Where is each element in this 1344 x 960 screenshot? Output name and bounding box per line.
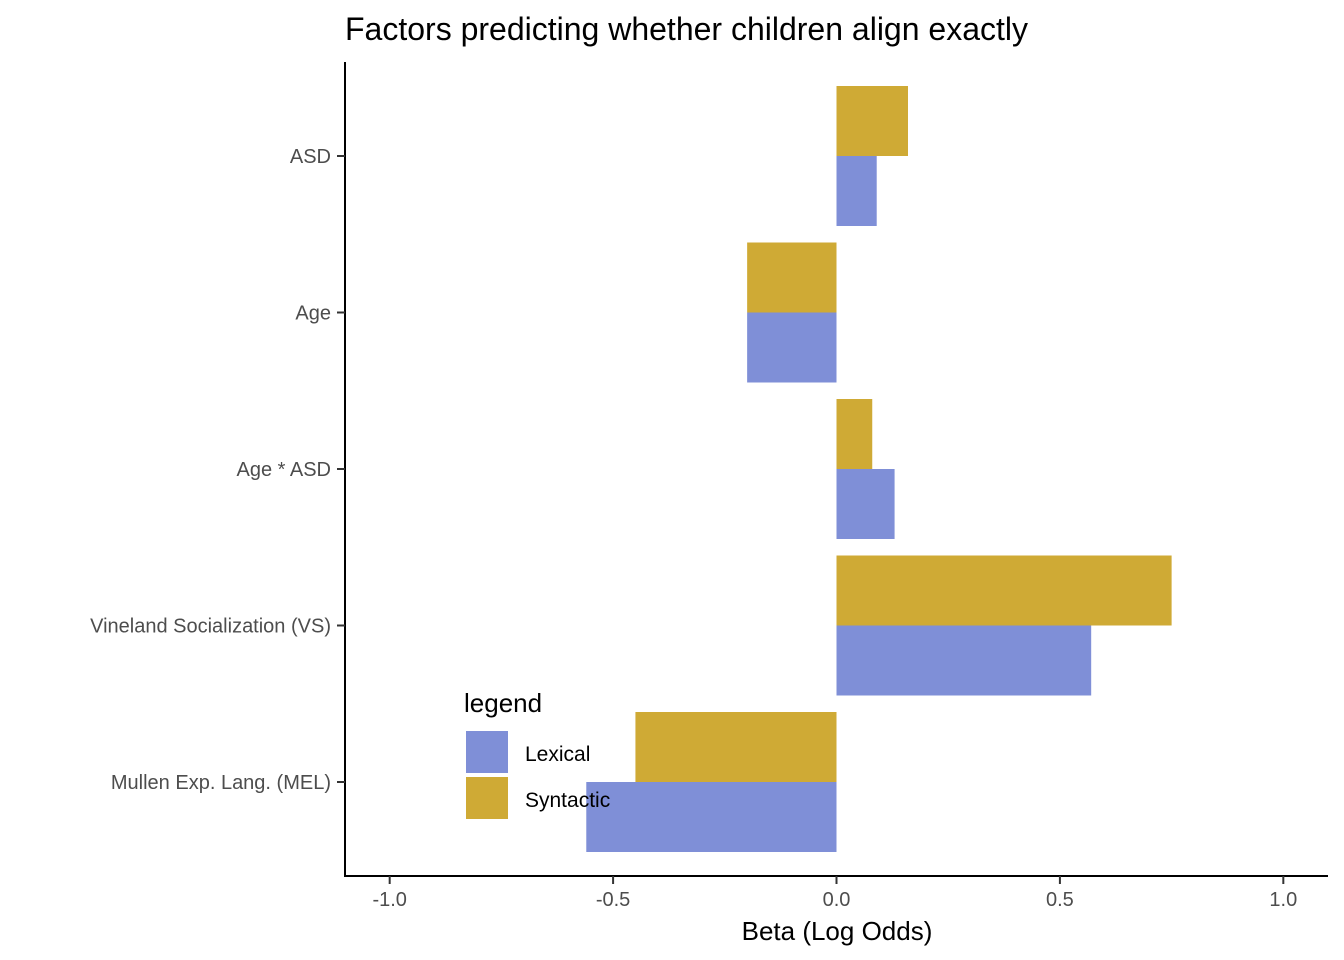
- bar-syntactic-vineland-socialization-vs: [836, 555, 1172, 626]
- bar-syntactic-age-asd: [836, 399, 873, 469]
- legend: legend Lexical Syntactic: [464, 688, 610, 819]
- x-tick-label: -0.5: [596, 889, 630, 911]
- x-axis-title: Beta (Log Odds): [742, 916, 933, 946]
- y-tick-label: Age: [295, 303, 331, 325]
- x-tick-label: 0.5: [1046, 889, 1074, 911]
- bar-lexical-asd: [836, 156, 877, 226]
- chart-title: Factors predicting whether children alig…: [345, 11, 1028, 47]
- x-tick-label: -1.0: [372, 889, 406, 911]
- y-axis-ticks: ASD Age Age * ASD Vineland Socialization (…: [90, 146, 345, 794]
- bar-syntactic-asd: [836, 86, 908, 156]
- legend-title: legend: [464, 688, 542, 718]
- legend-swatch-syntactic: [466, 777, 508, 819]
- y-tick-label: Vineland Socialization (VS): [90, 616, 331, 638]
- bar-lexical-vineland-socialization-vs: [836, 625, 1092, 696]
- legend-swatch-lexical: [466, 731, 508, 773]
- x-tick-label: 1.0: [1269, 889, 1297, 911]
- bar-syntactic-age: [747, 242, 837, 313]
- bar-lexical-mullen-exp-lang-mel: [586, 782, 837, 852]
- bar-syntactic-mullen-exp-lang-mel: [635, 712, 837, 782]
- bar-lexical-age: [747, 312, 837, 383]
- legend-label-lexical: Lexical: [525, 743, 590, 766]
- legend-label-syntactic: Syntactic: [525, 789, 610, 812]
- bar-lexical-age-asd: [836, 469, 895, 539]
- y-tick-label: ASD: [290, 146, 331, 168]
- x-tick-label: 0.0: [823, 889, 851, 911]
- bars-layer: [586, 86, 1172, 852]
- y-tick-label: Age * ASD: [236, 459, 331, 481]
- y-tick-label: Mullen Exp. Lang. (MEL): [111, 772, 331, 794]
- x-axis-ticks: -1.0 -0.5 0.0 0.5 1.0: [372, 876, 1297, 911]
